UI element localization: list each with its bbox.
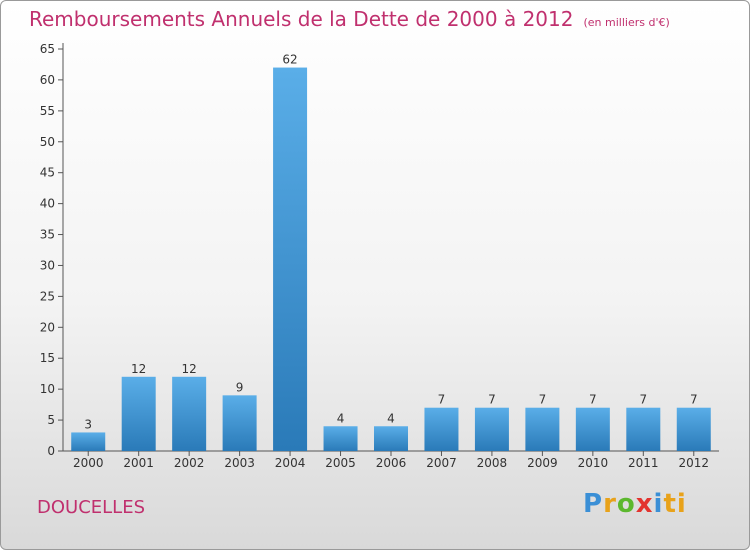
bar xyxy=(323,426,358,451)
y-tick-label: 40 xyxy=(40,197,55,211)
bar xyxy=(626,407,661,451)
bar xyxy=(222,395,257,451)
y-tick-label: 55 xyxy=(40,104,55,118)
bar-value-label: 3 xyxy=(84,417,92,431)
bar-value-label: 7 xyxy=(639,393,647,407)
bar xyxy=(172,376,207,451)
bar-value-label: 4 xyxy=(337,411,345,425)
y-tick-label: 0 xyxy=(47,444,55,458)
proxiti-logo[interactable]: Proxiti xyxy=(583,489,687,519)
x-tick-label: 2011 xyxy=(628,456,659,470)
y-tick-label: 65 xyxy=(40,42,55,56)
y-tick-label: 45 xyxy=(40,166,55,180)
bar-value-label: 12 xyxy=(182,362,197,376)
bar-value-label: 12 xyxy=(131,362,146,376)
chart-title-text: Remboursements Annuels de la Dette de 20… xyxy=(29,7,574,31)
x-tick-label: 2012 xyxy=(678,456,709,470)
x-tick-label: 2001 xyxy=(123,456,154,470)
bar-value-label: 9 xyxy=(236,380,244,394)
x-tick-label: 2010 xyxy=(578,456,609,470)
x-tick-label: 2005 xyxy=(325,456,356,470)
y-tick-label: 30 xyxy=(40,258,55,272)
x-tick-label: 2008 xyxy=(477,456,508,470)
bar xyxy=(424,407,459,451)
bar-value-label: 7 xyxy=(539,393,547,407)
bar xyxy=(575,407,610,451)
bar xyxy=(676,407,711,451)
bar xyxy=(121,376,156,451)
bar-value-label: 7 xyxy=(690,393,698,407)
x-tick-label: 2002 xyxy=(174,456,205,470)
bar-value-label: 7 xyxy=(438,393,446,407)
y-tick-label: 20 xyxy=(40,320,55,334)
bar xyxy=(273,67,308,452)
bar-value-label: 7 xyxy=(488,393,496,407)
y-tick-label: 10 xyxy=(40,382,55,396)
y-tick-label: 35 xyxy=(40,228,55,242)
bar xyxy=(71,432,106,451)
chart-unit: (en milliers d'€) xyxy=(583,16,670,29)
bar xyxy=(374,426,408,451)
x-tick-label: 2004 xyxy=(275,456,306,470)
chart-title: Remboursements Annuels de la Dette de 20… xyxy=(29,7,670,31)
y-tick-label: 60 xyxy=(40,73,55,87)
bar-value-label: 7 xyxy=(589,393,597,407)
x-tick-label: 2006 xyxy=(376,456,407,470)
bar-value-label: 4 xyxy=(387,411,395,425)
commune-name: DOUCELLES xyxy=(37,497,145,518)
x-tick-label: 2000 xyxy=(73,456,104,470)
bar xyxy=(474,407,509,451)
y-tick-label: 5 xyxy=(47,413,55,427)
y-tick-label: 15 xyxy=(40,351,55,365)
y-tick-label: 50 xyxy=(40,135,55,149)
bar xyxy=(525,407,560,451)
x-tick-label: 2007 xyxy=(426,456,457,470)
bar-value-label: 62 xyxy=(282,53,297,67)
y-tick-label: 25 xyxy=(40,289,55,303)
x-tick-label: 2003 xyxy=(224,456,255,470)
x-tick-label: 2009 xyxy=(527,456,558,470)
